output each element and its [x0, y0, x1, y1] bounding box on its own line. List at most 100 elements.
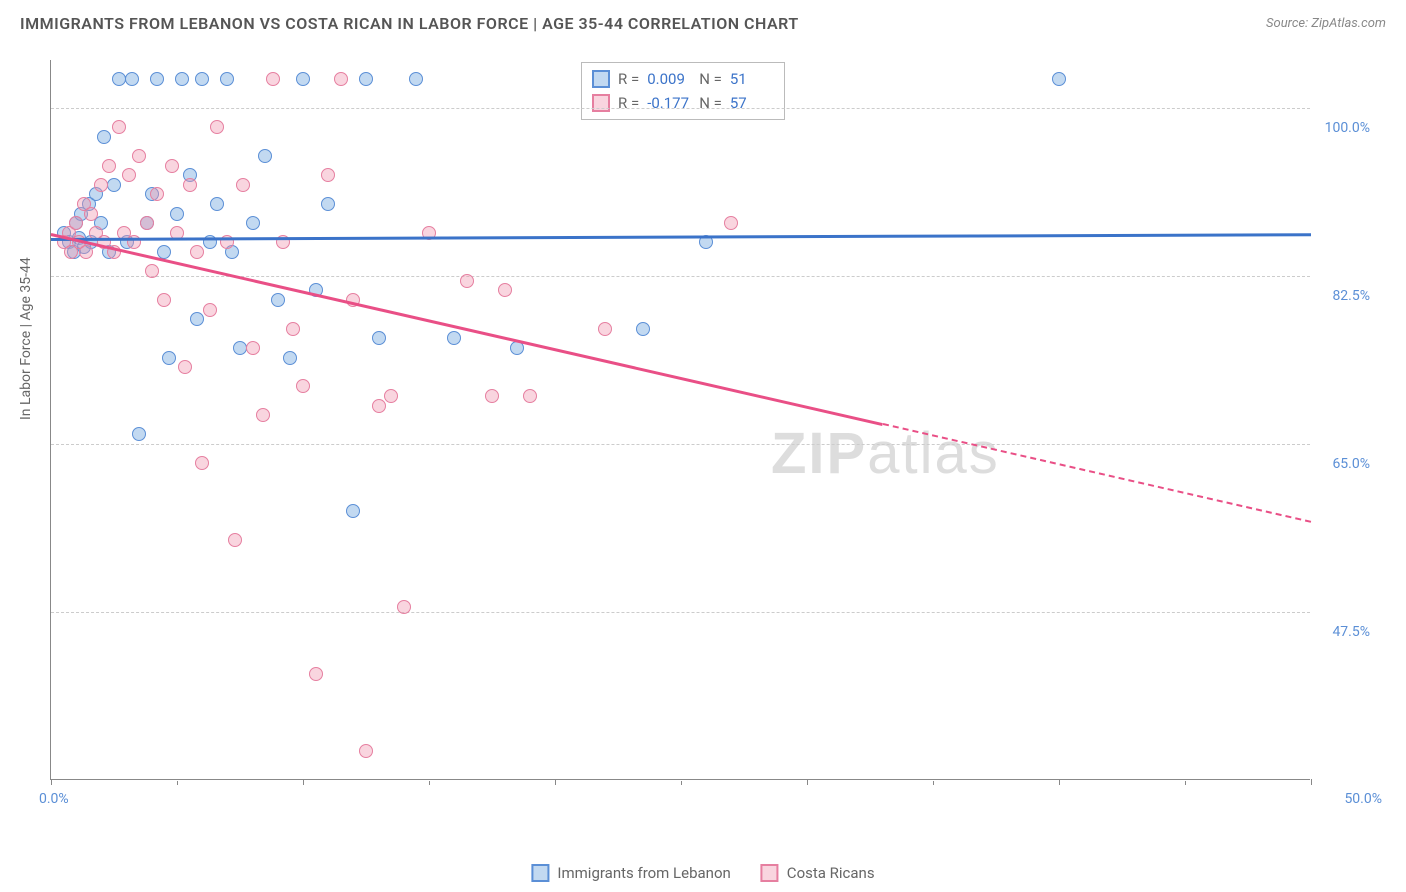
- point-costa-rican: [228, 533, 242, 547]
- y-tick-label: 100.0%: [1315, 120, 1370, 136]
- x-tick-mark: [1059, 779, 1060, 785]
- trend-line: [882, 423, 1311, 523]
- legend-label-2: Costa Ricans: [787, 864, 875, 882]
- x-tick-mark: [303, 779, 304, 785]
- legend-item-2: Costa Ricans: [761, 864, 875, 882]
- watermark: ZIPatlas: [771, 420, 1000, 487]
- point-costa-rican: [94, 178, 108, 192]
- stats-row-1: R = 0.009 N = 51: [592, 67, 774, 91]
- point-costa-rican: [190, 245, 204, 259]
- point-lebanon: [283, 351, 297, 365]
- point-costa-rican: [132, 149, 146, 163]
- point-lebanon: [210, 197, 224, 211]
- point-lebanon: [321, 197, 335, 211]
- gridline-h: [51, 444, 1310, 445]
- gridline-h: [51, 612, 1310, 613]
- x-tick-mark: [51, 779, 52, 785]
- r-label-1: R =: [618, 67, 639, 91]
- legend-item-1: Immigrants from Lebanon: [531, 864, 730, 882]
- point-costa-rican: [724, 216, 738, 230]
- point-lebanon: [246, 216, 260, 230]
- point-costa-rican: [598, 322, 612, 336]
- point-costa-rican: [523, 389, 537, 403]
- point-lebanon: [636, 322, 650, 336]
- point-lebanon: [150, 72, 164, 86]
- n-value-1: 51: [730, 67, 774, 91]
- r-value-2: -0.177: [647, 91, 691, 115]
- y-tick-label: 82.5%: [1315, 288, 1370, 304]
- point-lebanon: [271, 293, 285, 307]
- point-costa-rican: [102, 159, 116, 173]
- point-lebanon: [447, 331, 461, 345]
- legend-swatch-1: [531, 864, 549, 882]
- legend-label-1: Immigrants from Lebanon: [557, 864, 730, 882]
- point-costa-rican: [195, 456, 209, 470]
- point-costa-rican: [309, 667, 323, 681]
- point-lebanon: [1052, 72, 1066, 86]
- trend-line: [51, 233, 883, 426]
- point-lebanon: [359, 72, 373, 86]
- point-lebanon: [125, 72, 139, 86]
- plot-inner: ZIPatlas R = 0.009 N = 51 R = -0.177 N =…: [50, 60, 1310, 780]
- point-lebanon: [346, 504, 360, 518]
- point-costa-rican: [69, 216, 83, 230]
- n-label-1: N =: [699, 67, 722, 91]
- point-costa-rican: [296, 379, 310, 393]
- point-costa-rican: [178, 360, 192, 374]
- point-costa-rican: [397, 600, 411, 614]
- point-costa-rican: [150, 187, 164, 201]
- x-tick-mark: [555, 779, 556, 785]
- n-label-2: N =: [699, 91, 722, 115]
- point-lebanon: [220, 72, 234, 86]
- point-lebanon: [190, 312, 204, 326]
- point-costa-rican: [266, 72, 280, 86]
- point-costa-rican: [460, 274, 474, 288]
- chart-area: ZIPatlas R = 0.009 N = 51 R = -0.177 N =…: [50, 60, 1380, 820]
- point-costa-rican: [203, 303, 217, 317]
- stats-row-2: R = -0.177 N = 57: [592, 91, 774, 115]
- point-lebanon: [97, 130, 111, 144]
- point-costa-rican: [122, 168, 136, 182]
- point-costa-rican: [256, 408, 270, 422]
- y-tick-label: 47.5%: [1315, 624, 1370, 640]
- point-costa-rican: [334, 72, 348, 86]
- point-lebanon: [132, 427, 146, 441]
- stats-box: R = 0.009 N = 51 R = -0.177 N = 57: [581, 62, 785, 120]
- r-value-1: 0.009: [647, 67, 691, 91]
- gridline-h: [51, 108, 1310, 109]
- x-tick-mark: [807, 779, 808, 785]
- point-costa-rican: [372, 399, 386, 413]
- point-costa-rican: [157, 293, 171, 307]
- chart-title: IMMIGRANTS FROM LEBANON VS COSTA RICAN I…: [20, 14, 799, 33]
- point-costa-rican: [183, 178, 197, 192]
- point-lebanon: [409, 72, 423, 86]
- r-label-2: R =: [618, 91, 639, 115]
- point-costa-rican: [485, 389, 499, 403]
- point-costa-rican: [236, 178, 250, 192]
- point-costa-rican: [145, 264, 159, 278]
- swatch-series-2: [592, 94, 610, 112]
- source-label: Source: ZipAtlas.com: [1266, 16, 1386, 31]
- point-costa-rican: [210, 120, 224, 134]
- point-costa-rican: [84, 207, 98, 221]
- point-costa-rican: [112, 120, 126, 134]
- trend-line: [51, 233, 1311, 240]
- point-lebanon: [170, 207, 184, 221]
- x-tick-max: 50.0%: [1344, 791, 1382, 807]
- swatch-series-1: [592, 70, 610, 88]
- point-lebanon: [195, 72, 209, 86]
- point-costa-rican: [498, 283, 512, 297]
- point-lebanon: [162, 351, 176, 365]
- x-tick-mark: [1311, 779, 1312, 785]
- point-costa-rican: [286, 322, 300, 336]
- point-lebanon: [258, 149, 272, 163]
- y-tick-label: 65.0%: [1315, 456, 1370, 472]
- bottom-legend: Immigrants from Lebanon Costa Ricans: [531, 864, 874, 882]
- watermark-light: atlas: [867, 421, 1000, 486]
- x-tick-min: 0.0%: [39, 791, 69, 807]
- legend-swatch-2: [761, 864, 779, 882]
- point-costa-rican: [321, 168, 335, 182]
- point-costa-rican: [246, 341, 260, 355]
- watermark-bold: ZIP: [771, 421, 867, 486]
- point-costa-rican: [140, 216, 154, 230]
